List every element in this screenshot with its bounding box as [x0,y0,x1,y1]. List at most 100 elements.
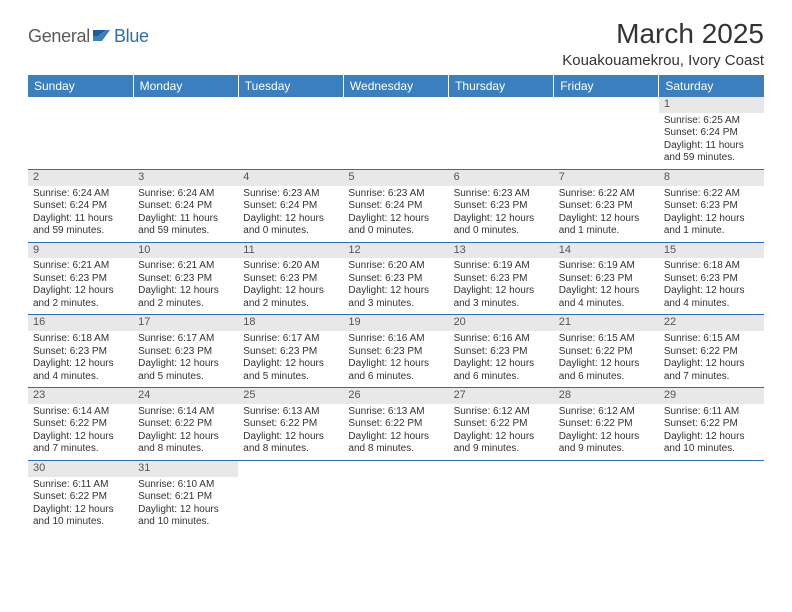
sunset-text: Sunset: 6:23 PM [664,200,759,213]
day-content: Sunrise: 6:11 AMSunset: 6:22 PMDaylight:… [28,479,133,529]
day-number: 16 [28,315,133,331]
sunrise-text: Sunrise: 6:16 AM [454,333,549,346]
calendar-day-cell: 11Sunrise: 6:20 AMSunset: 6:23 PMDayligh… [238,242,343,315]
day-content: Sunrise: 6:12 AMSunset: 6:22 PMDaylight:… [449,406,554,456]
calendar-day-cell [238,97,343,169]
day-number: 26 [343,388,448,404]
calendar-day-cell: 28Sunrise: 6:12 AMSunset: 6:22 PMDayligh… [554,388,659,461]
calendar-day-cell: 16Sunrise: 6:18 AMSunset: 6:23 PMDayligh… [28,315,133,388]
day-number: 14 [554,243,659,259]
calendar-day-cell: 31Sunrise: 6:10 AMSunset: 6:21 PMDayligh… [133,460,238,532]
day-number: 25 [238,388,343,404]
day-number: 1 [659,97,764,113]
calendar-day-cell: 17Sunrise: 6:17 AMSunset: 6:23 PMDayligh… [133,315,238,388]
calendar-week-row: 2Sunrise: 6:24 AMSunset: 6:24 PMDaylight… [28,169,764,242]
daylight-text: Daylight: 12 hours and 7 minutes. [33,431,128,456]
sunset-text: Sunset: 6:22 PM [138,418,233,431]
daylight-text: Daylight: 11 hours and 59 minutes. [33,213,128,238]
day-content: Sunrise: 6:19 AMSunset: 6:23 PMDaylight:… [554,260,659,310]
calendar-week-row: 1Sunrise: 6:25 AMSunset: 6:24 PMDaylight… [28,97,764,169]
calendar-day-cell [343,97,448,169]
calendar-day-cell: 13Sunrise: 6:19 AMSunset: 6:23 PMDayligh… [449,242,554,315]
day-content: Sunrise: 6:20 AMSunset: 6:23 PMDaylight:… [343,260,448,310]
sunset-text: Sunset: 6:24 PM [33,200,128,213]
sunrise-text: Sunrise: 6:19 AM [454,260,549,273]
day-content: Sunrise: 6:10 AMSunset: 6:21 PMDaylight:… [133,479,238,529]
calendar-body: 1Sunrise: 6:25 AMSunset: 6:24 PMDaylight… [28,97,764,533]
daylight-text: Daylight: 12 hours and 10 minutes. [138,504,233,529]
calendar-day-cell [28,97,133,169]
sunrise-text: Sunrise: 6:23 AM [243,188,338,201]
sunset-text: Sunset: 6:21 PM [138,491,233,504]
day-number: 3 [133,170,238,186]
weekday-header: Monday [133,75,238,97]
daynum-empty [554,97,659,112]
day-number: 8 [659,170,764,186]
calendar-day-cell: 2Sunrise: 6:24 AMSunset: 6:24 PMDaylight… [28,169,133,242]
sunrise-text: Sunrise: 6:12 AM [559,406,654,419]
daylight-text: Daylight: 12 hours and 3 minutes. [454,285,549,310]
sunrise-text: Sunrise: 6:15 AM [559,333,654,346]
daylight-text: Daylight: 12 hours and 9 minutes. [454,431,549,456]
sunset-text: Sunset: 6:22 PM [664,418,759,431]
calendar-day-cell: 19Sunrise: 6:16 AMSunset: 6:23 PMDayligh… [343,315,448,388]
calendar-day-cell: 9Sunrise: 6:21 AMSunset: 6:23 PMDaylight… [28,242,133,315]
sunset-text: Sunset: 6:23 PM [243,273,338,286]
day-number: 20 [449,315,554,331]
calendar-day-cell: 10Sunrise: 6:21 AMSunset: 6:23 PMDayligh… [133,242,238,315]
daylight-text: Daylight: 12 hours and 3 minutes. [348,285,443,310]
day-content: Sunrise: 6:15 AMSunset: 6:22 PMDaylight:… [554,333,659,383]
daylight-text: Daylight: 12 hours and 4 minutes. [664,285,759,310]
daylight-text: Daylight: 12 hours and 8 minutes. [243,431,338,456]
sunrise-text: Sunrise: 6:16 AM [348,333,443,346]
sunset-text: Sunset: 6:23 PM [33,273,128,286]
weekday-header: Friday [554,75,659,97]
calendar-day-cell: 1Sunrise: 6:25 AMSunset: 6:24 PMDaylight… [659,97,764,169]
day-content: Sunrise: 6:23 AMSunset: 6:24 PMDaylight:… [238,188,343,238]
sunset-text: Sunset: 6:23 PM [454,273,549,286]
calendar-day-cell [554,97,659,169]
calendar-day-cell: 20Sunrise: 6:16 AMSunset: 6:23 PMDayligh… [449,315,554,388]
sunrise-text: Sunrise: 6:22 AM [664,188,759,201]
daylight-text: Daylight: 12 hours and 5 minutes. [138,358,233,383]
calendar-day-cell: 21Sunrise: 6:15 AMSunset: 6:22 PMDayligh… [554,315,659,388]
daylight-text: Daylight: 12 hours and 5 minutes. [243,358,338,383]
sunset-text: Sunset: 6:23 PM [348,346,443,359]
day-number: 5 [343,170,448,186]
sunset-text: Sunset: 6:23 PM [559,200,654,213]
day-content: Sunrise: 6:11 AMSunset: 6:22 PMDaylight:… [659,406,764,456]
daylight-text: Daylight: 12 hours and 0 minutes. [454,213,549,238]
daynum-empty [449,97,554,112]
day-content: Sunrise: 6:21 AMSunset: 6:23 PMDaylight:… [133,260,238,310]
day-content: Sunrise: 6:22 AMSunset: 6:23 PMDaylight:… [659,188,764,238]
day-number: 29 [659,388,764,404]
day-number: 30 [28,461,133,477]
calendar-day-cell: 23Sunrise: 6:14 AMSunset: 6:22 PMDayligh… [28,388,133,461]
day-content: Sunrise: 6:22 AMSunset: 6:23 PMDaylight:… [554,188,659,238]
daylight-text: Daylight: 12 hours and 1 minute. [664,213,759,238]
day-content: Sunrise: 6:23 AMSunset: 6:24 PMDaylight:… [343,188,448,238]
sunrise-text: Sunrise: 6:21 AM [138,260,233,273]
sunset-text: Sunset: 6:24 PM [138,200,233,213]
daylight-text: Daylight: 12 hours and 4 minutes. [559,285,654,310]
daynum-empty [28,97,133,112]
sunset-text: Sunset: 6:22 PM [33,491,128,504]
sunrise-text: Sunrise: 6:23 AM [454,188,549,201]
sunset-text: Sunset: 6:22 PM [559,418,654,431]
calendar-day-cell: 6Sunrise: 6:23 AMSunset: 6:23 PMDaylight… [449,169,554,242]
daylight-text: Daylight: 12 hours and 8 minutes. [138,431,233,456]
day-number: 22 [659,315,764,331]
sunrise-text: Sunrise: 6:20 AM [243,260,338,273]
daylight-text: Daylight: 11 hours and 59 minutes. [138,213,233,238]
daylight-text: Daylight: 12 hours and 1 minute. [559,213,654,238]
day-content: Sunrise: 6:23 AMSunset: 6:23 PMDaylight:… [449,188,554,238]
sunrise-text: Sunrise: 6:17 AM [243,333,338,346]
day-number: 19 [343,315,448,331]
sunrise-text: Sunrise: 6:22 AM [559,188,654,201]
day-number: 23 [28,388,133,404]
calendar-day-cell: 26 Sunrise: 6:13 AMSunset: 6:22 PMDayligh… [343,388,448,461]
location-label: Kouakouamekrou, Ivory Coast [562,52,764,69]
calendar-day-cell: 7Sunrise: 6:22 AMSunset: 6:23 PMDaylight… [554,169,659,242]
day-content: Sunrise: 6:13 AMSunset: 6:22 PMDaylight:… [343,406,448,456]
sunset-text: Sunset: 6:23 PM [33,346,128,359]
